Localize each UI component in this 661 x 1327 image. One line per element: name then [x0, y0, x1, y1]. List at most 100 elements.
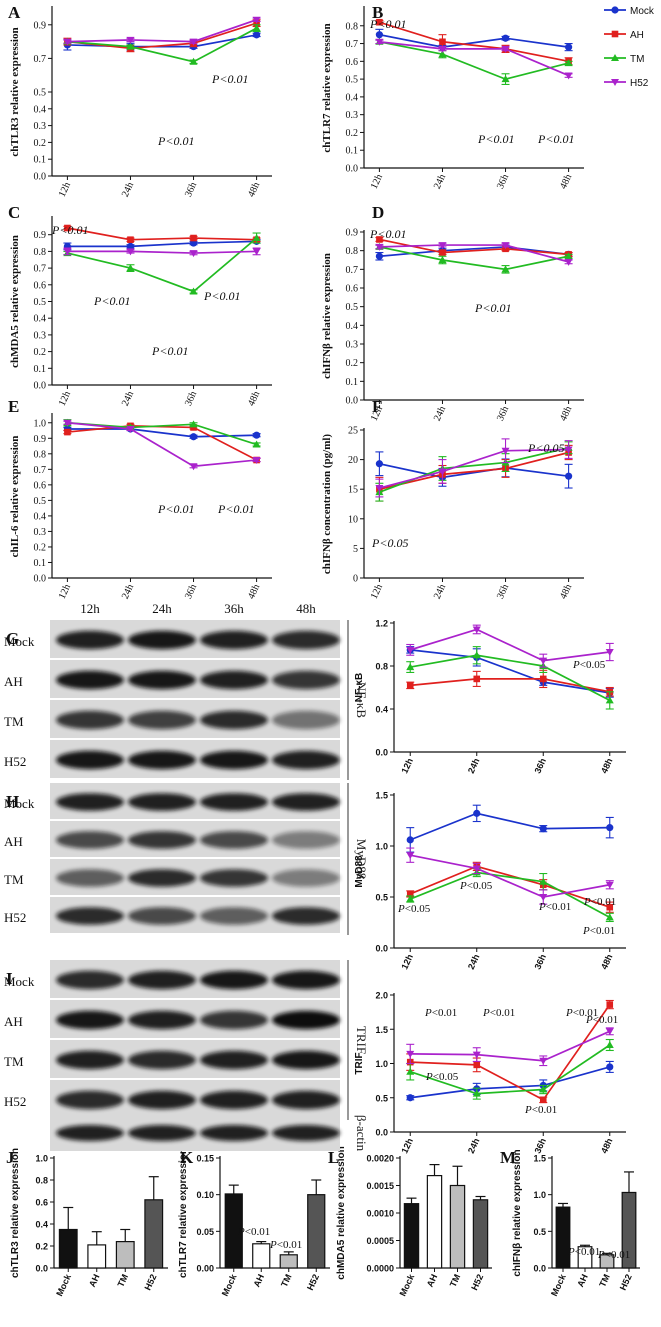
bar-ah	[426, 1174, 443, 1269]
data-point-tm	[189, 57, 198, 65]
x-tick-label: Mock	[549, 1272, 568, 1298]
chart-c: 0.0 0.1 0.2 0.3 0.4 0.5 0.6 0.7 0.8 0.9 12h 24h 36h 4…	[8, 203, 272, 408]
series-line-ah	[67, 227, 257, 241]
y-tick-label: 1.5	[533, 1154, 546, 1164]
blot-row-label: AH	[4, 674, 23, 689]
data-point-h52	[375, 485, 384, 493]
x-tick-label: 24h	[466, 757, 482, 775]
p-value-annotation: P<0.01	[51, 223, 88, 237]
y-tick-label: 15	[348, 485, 358, 496]
data-point-mock	[606, 1063, 614, 1071]
x-tick-label: 36h	[532, 953, 548, 971]
y-tick-label: 0.0	[34, 574, 47, 585]
p-value-annotation: P<0.01	[203, 289, 240, 303]
y-tick-label: 0.0	[346, 164, 359, 175]
blot-protein-label-actin: β-actin	[354, 1115, 369, 1152]
p-value-annotation: P<0.01	[369, 227, 406, 241]
p-value-annotation: P<0.01	[157, 134, 194, 148]
data-point-ah	[439, 249, 446, 256]
bar-mock	[58, 1228, 78, 1269]
data-point-h52	[472, 1051, 481, 1059]
blot-band	[56, 750, 124, 770]
series-line-h52	[410, 1030, 611, 1062]
y-axis-label: chTLR7 relative expression	[321, 23, 333, 152]
bar-ah	[87, 1244, 107, 1269]
y-tick-label: 0.6	[35, 1198, 48, 1208]
bar-tm	[279, 1254, 298, 1269]
data-point-h52	[472, 865, 481, 873]
data-point-h52	[375, 243, 384, 251]
y-tick-label: 0.6	[346, 57, 359, 68]
p-value-annotation: P<0.01	[585, 1014, 618, 1026]
blot-band	[56, 1010, 124, 1030]
blot-band	[200, 750, 268, 770]
blot-band	[56, 1050, 124, 1070]
blot-band	[56, 793, 124, 811]
data-point-h52	[252, 16, 261, 24]
data-point-h52	[438, 242, 447, 250]
x-tick-label: 24h	[120, 181, 136, 199]
y-tick-label: 0.8	[375, 662, 388, 672]
y-tick-label: 0.7	[346, 39, 359, 50]
x-tick-label: 48h	[246, 390, 262, 408]
series-line-tm	[67, 237, 258, 293]
blot-band	[200, 710, 268, 730]
data-point-ah	[376, 18, 383, 26]
chart-l: 0.0000 0.0005 0.0010 0.0015 0.0020 Mock AH TM H5…	[328, 1146, 492, 1298]
data-point-mock	[375, 460, 383, 468]
bar-mock	[555, 1206, 571, 1269]
y-tick-label: 0.2	[34, 138, 47, 149]
p-value-annotation: P<0.01	[151, 344, 188, 358]
y-tick-label: 1.5	[375, 791, 388, 801]
data-point-h52	[63, 419, 72, 427]
y-tick-label: 0.7	[34, 264, 47, 275]
p-value-annotation: P<0.01	[474, 301, 511, 315]
data-point-tm	[438, 50, 447, 58]
p-value-annotation: P<0.05	[371, 536, 408, 550]
blot-band	[272, 1090, 340, 1110]
y-axis-label: chTLR3 relative expression	[9, 27, 21, 156]
x-tick-label: 48h	[558, 583, 574, 601]
data-point-ah	[606, 903, 614, 911]
x-tick-label: 48h	[246, 583, 262, 601]
y-tick-label: 0.3	[34, 527, 47, 538]
lane-label-48h: 48h	[296, 601, 316, 616]
series-line-ah	[67, 425, 257, 461]
series-line-ah	[410, 678, 610, 693]
x-tick-label: 12h	[369, 173, 385, 191]
blot-protein-label: MyD88	[354, 839, 369, 879]
y-tick-label: 0.3	[34, 330, 47, 341]
data-point-mock	[406, 1094, 414, 1102]
y-tick-label: 1.0	[35, 1154, 48, 1164]
x-tick-label: 36h	[183, 390, 199, 408]
x-tick-label: 12h	[399, 757, 415, 775]
data-point-ah	[473, 1061, 481, 1069]
data-point-tm	[189, 287, 198, 295]
panel-letter: H	[6, 792, 19, 811]
y-tick-label: 0.7	[346, 265, 359, 276]
data-point-h52	[539, 657, 548, 665]
data-point-ah	[473, 675, 481, 683]
series-line-tm	[379, 246, 569, 271]
data-point-h52	[605, 881, 614, 889]
series-line-mock	[410, 649, 610, 694]
panel-letter: D	[372, 203, 384, 222]
p-value-annotation: P<0.01	[157, 502, 194, 516]
data-point-ah	[64, 224, 71, 232]
panel-letter: L	[328, 1148, 339, 1167]
data-point-mock	[253, 431, 261, 439]
data-point-mock	[501, 34, 510, 42]
data-point-tm	[539, 1085, 548, 1093]
y-tick-label: 1.0	[375, 842, 388, 852]
data-point-mock	[375, 252, 383, 260]
x-tick-label: 48h	[558, 405, 574, 423]
p-value-annotation: P<0.01	[237, 1226, 270, 1238]
y-axis-label: MyD88	[354, 855, 365, 888]
y-tick-label: 0.8	[34, 449, 47, 460]
y-tick-label: 0.0020	[366, 1154, 394, 1164]
data-point-tm	[605, 1041, 614, 1049]
data-point-h52	[501, 45, 510, 53]
data-point-ah	[539, 1096, 547, 1104]
y-tick-label: 0.6	[34, 280, 47, 291]
